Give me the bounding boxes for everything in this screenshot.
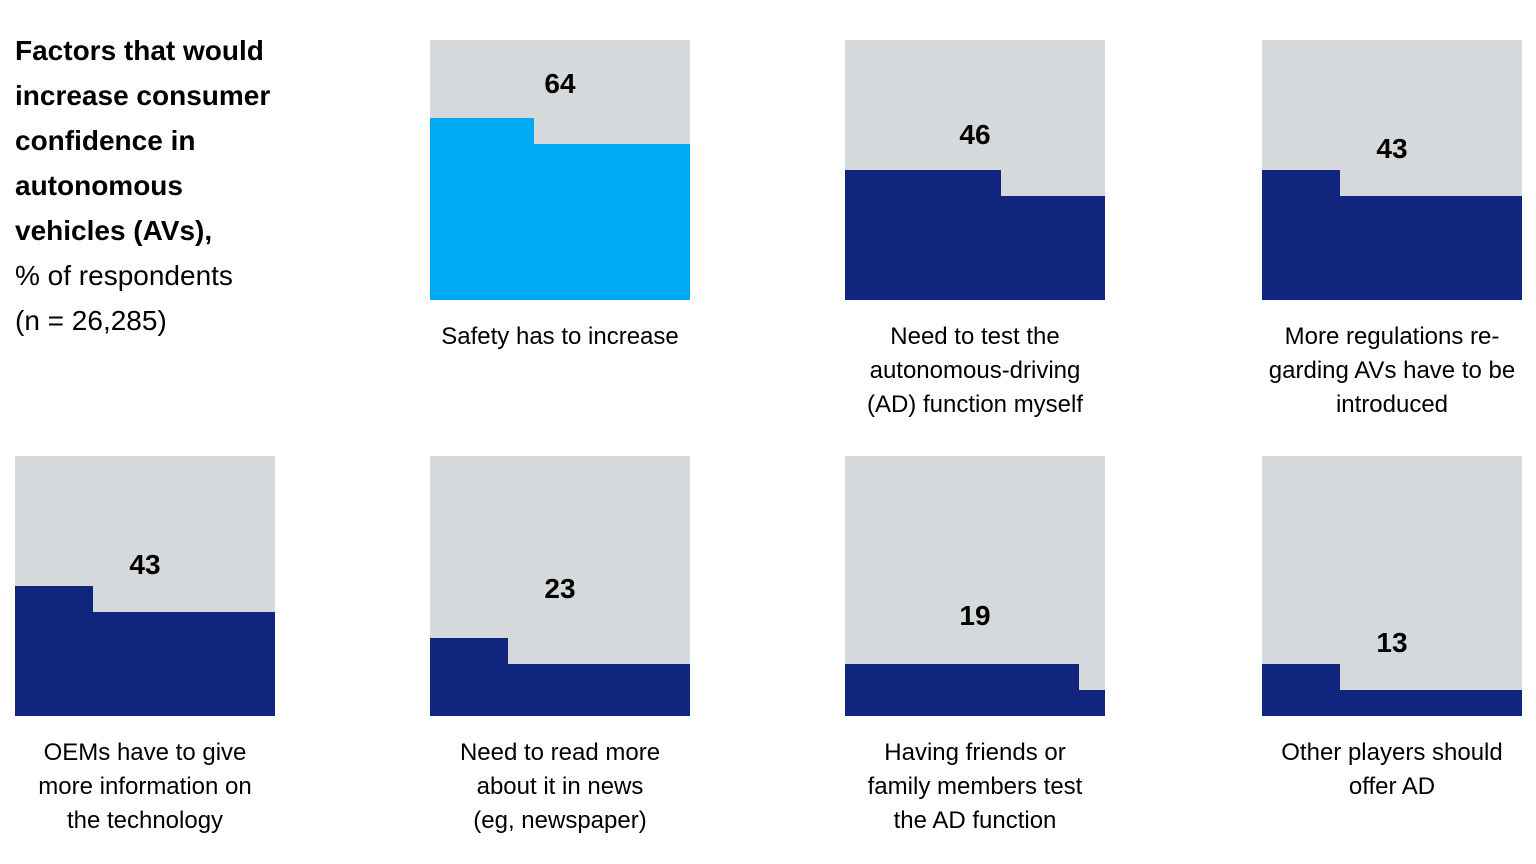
value-label: 23	[544, 573, 576, 604]
value-label: 43	[1376, 133, 1408, 164]
caption-line: about it in news	[476, 773, 644, 800]
chart-caption-5: Need to read more about it in news (eg, ne…	[410, 736, 710, 838]
fill-main	[845, 196, 1105, 300]
caption-line: Safety has to increase	[441, 323, 679, 350]
chart-caption-7: Other players should offer AD	[1242, 736, 1536, 804]
chart-title-block: Factors that would increase consumer con…	[15, 28, 335, 343]
caption-line: the AD function	[893, 807, 1057, 834]
fill-partial-row	[845, 664, 1079, 690]
value-label: 19	[959, 600, 991, 631]
caption-line: introduced	[1335, 391, 1449, 418]
chart-title-line-5: vehicles (AVs),	[15, 215, 213, 246]
fill-partial-row	[430, 118, 534, 144]
waffle-square-4: 43	[15, 456, 275, 716]
caption-line: more information on	[38, 773, 252, 800]
caption-line: OEMs have to give	[43, 739, 247, 766]
value-label: 64	[544, 68, 576, 99]
chart-title-line-4: autonomous	[15, 170, 183, 201]
caption-line: Need to read more	[459, 739, 661, 766]
caption-line: family members test	[867, 773, 1083, 800]
value-label: 43	[129, 549, 161, 580]
fill-main	[845, 690, 1105, 716]
caption-line: (AD) function myself	[866, 391, 1084, 418]
fill-main	[430, 144, 690, 300]
value-label: 13	[1376, 627, 1408, 658]
waffle-square-5: 23	[430, 456, 690, 716]
chart-caption-4: OEMs have to give more information on the …	[0, 736, 295, 838]
caption-line: offer AD	[1348, 773, 1436, 800]
chart-caption-2: Need to test the autonomous-driving (AD) f…	[825, 320, 1125, 422]
value-label: 46	[959, 119, 991, 150]
chart-caption-6: Having friends or family members test the …	[825, 736, 1125, 838]
fill-partial-row	[845, 170, 1001, 196]
fill-main	[15, 612, 275, 716]
caption-line: More regulations re-	[1284, 323, 1500, 350]
chart-title-line-1: Factors that would	[15, 35, 264, 66]
waffle-square-7: 13	[1262, 456, 1522, 716]
fill-main	[1262, 196, 1522, 300]
caption-line: (eg, newspaper)	[473, 807, 647, 834]
waffle-square-2: 46	[845, 40, 1105, 300]
fill-partial-row	[1262, 664, 1340, 690]
chart-title-line-3: confidence in	[15, 125, 196, 156]
waffle-square-3: 43	[1262, 40, 1522, 300]
fill-main	[1262, 690, 1522, 716]
waffle-square-1: 64	[430, 40, 690, 300]
chart-subtitle: % of respondents	[15, 260, 233, 291]
fill-partial-row	[1262, 170, 1340, 196]
caption-line: autonomous-driving	[869, 357, 1081, 384]
caption-line: Need to test the	[890, 323, 1060, 350]
chart-sample-size: (n = 26,285)	[15, 305, 167, 336]
chart-caption-3: More regulations re-garding AVs have to …	[1242, 320, 1536, 422]
caption-line: garding AVs have to be	[1268, 357, 1516, 384]
fill-partial-row	[15, 586, 93, 612]
fill-main	[430, 664, 690, 716]
chart-title-line-2: increase consumer	[15, 80, 271, 111]
chart-caption-1: Safety has to increase	[410, 320, 710, 354]
fill-partial-row	[430, 638, 508, 664]
waffle-square-6: 19	[845, 456, 1105, 716]
caption-line: Other players should	[1281, 739, 1503, 766]
caption-line: Having friends or	[884, 739, 1066, 766]
caption-line: the technology	[66, 807, 224, 834]
